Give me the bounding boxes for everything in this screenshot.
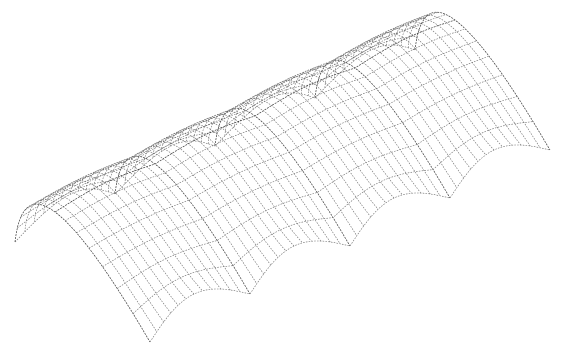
- arch-line: [201, 114, 330, 242]
- longitudinal-line: [150, 145, 550, 342]
- longitudinal-line: [89, 56, 489, 248]
- arch-line: [178, 125, 302, 243]
- longitudinal-line: [31, 13, 431, 205]
- longitudinal-line: [38, 12, 438, 204]
- arch-line: [370, 33, 494, 150]
- arch-line: [294, 70, 421, 193]
- longitudinal-line: [25, 18, 425, 210]
- arch-line: [386, 25, 511, 145]
- arch-line: [101, 162, 230, 290]
- arch-line: [353, 41, 478, 161]
- arch-line: [78, 173, 202, 291]
- longitudinal-line: [65, 29, 465, 221]
- arch-line: [153, 137, 278, 257]
- longitudinal-line: [46, 15, 446, 207]
- arch-line: [86, 169, 211, 289]
- shell-mesh: [15, 12, 550, 342]
- arch-line: [408, 15, 540, 148]
- arch-line: [401, 18, 530, 146]
- arch-line: [270, 81, 394, 198]
- longitudinal-line: [77, 41, 477, 233]
- wireframe-drawing: [0, 0, 567, 356]
- arch-line: [253, 89, 378, 209]
- arch-line: [278, 77, 402, 195]
- arch-line: [53, 185, 178, 305]
- arch-line: [301, 66, 430, 194]
- arch-line: [286, 73, 411, 193]
- arch-line: [70, 177, 194, 294]
- longitudinal-line: [55, 20, 455, 212]
- longitudinal-line: [15, 45, 415, 242]
- arch-line: [378, 29, 502, 147]
- arch-line: [25, 199, 157, 331]
- arch-line: [170, 129, 294, 246]
- arch-line: [186, 121, 311, 241]
- longitudinal-line: [133, 122, 533, 314]
